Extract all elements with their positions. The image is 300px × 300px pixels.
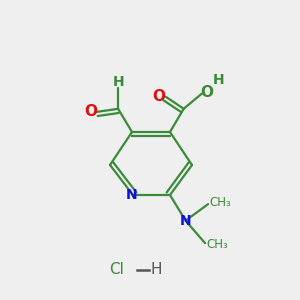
Text: CH₃: CH₃ bbox=[207, 238, 228, 251]
Text: Cl: Cl bbox=[110, 262, 124, 278]
Text: CH₃: CH₃ bbox=[210, 196, 231, 209]
Text: N: N bbox=[126, 188, 137, 202]
Text: H: H bbox=[150, 262, 162, 278]
Text: O: O bbox=[153, 89, 166, 104]
Text: O: O bbox=[84, 104, 97, 119]
Text: O: O bbox=[201, 85, 214, 100]
Text: H: H bbox=[112, 75, 124, 89]
Text: N: N bbox=[180, 214, 191, 228]
Text: H: H bbox=[212, 73, 224, 87]
